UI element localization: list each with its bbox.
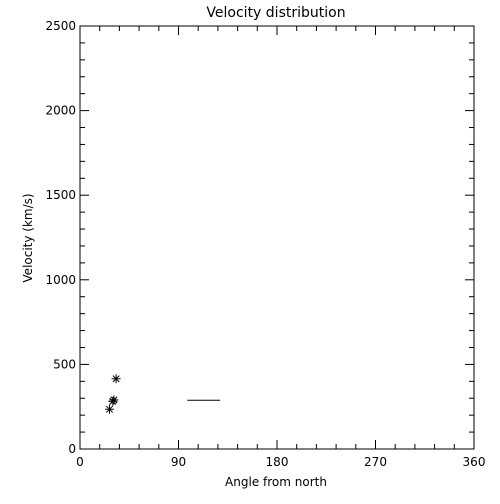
x-axis-label: Angle from north: [225, 475, 327, 489]
plot-frame: [79, 25, 475, 450]
data-point: [111, 374, 121, 384]
asterisk-stroke: [106, 405, 114, 413]
x-tick-label: 270: [364, 455, 387, 469]
data-marks: [105, 374, 221, 414]
x-tick-label: 180: [266, 455, 289, 469]
data-point: [108, 396, 118, 406]
asterisk-stroke: [112, 375, 120, 383]
x-tick-label: 360: [463, 455, 486, 469]
x-tick-label: 90: [171, 455, 186, 469]
asterisk-stroke: [109, 397, 117, 405]
y-tick-label: 1000: [45, 273, 76, 287]
x-tick-label: 0: [76, 455, 84, 469]
axis-ticks: [79, 25, 475, 450]
y-tick-label: 2000: [45, 104, 76, 118]
data-point: [105, 404, 115, 414]
chart-title: Velocity distribution: [206, 5, 345, 21]
y-tick-label: 2500: [45, 19, 76, 33]
y-tick-label: 500: [53, 357, 76, 371]
y-axis-label: Velocity (km/s): [21, 193, 35, 282]
y-tick-label: 1500: [45, 188, 76, 202]
y-tick-label: 0: [68, 442, 76, 456]
tick-labels: 0 90 180 270 360 0 500 1000 1500 2000 2500: [45, 19, 485, 469]
